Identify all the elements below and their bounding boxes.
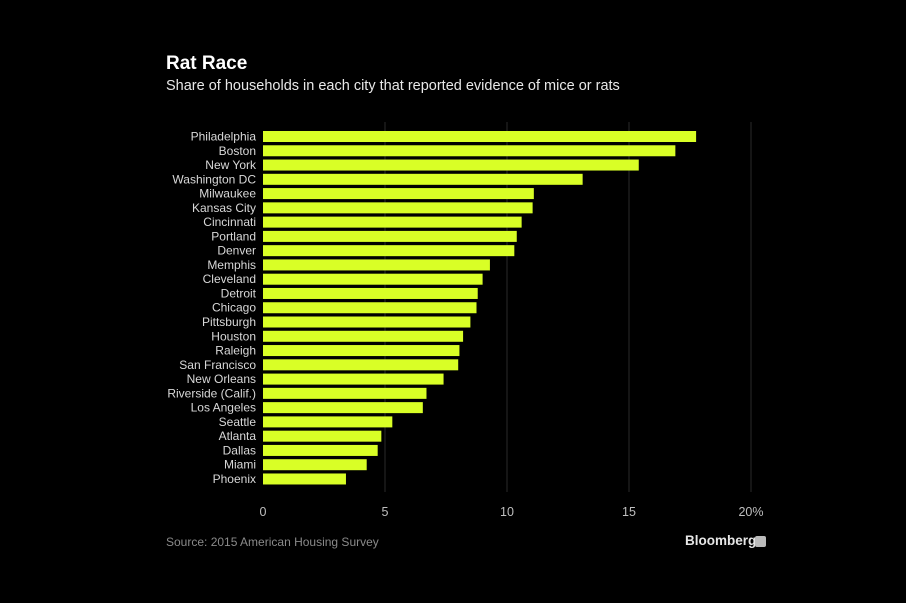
- bar: [263, 345, 460, 357]
- category-label: Milwaukee: [199, 187, 256, 201]
- category-label: Phoenix: [213, 472, 256, 486]
- category-label: Philadelphia: [191, 130, 257, 144]
- category-label: Memphis: [207, 258, 256, 272]
- bar: [263, 402, 423, 414]
- category-label: Pittsburgh: [202, 315, 256, 329]
- bar: [263, 131, 697, 142]
- bar: [263, 459, 367, 471]
- bar: [263, 259, 490, 271]
- category-label: Los Angeles: [191, 401, 256, 415]
- bar: [263, 387, 427, 399]
- bar: [263, 216, 522, 228]
- x-tick-label: 20%: [738, 505, 763, 519]
- category-label: Boston: [219, 144, 256, 158]
- category-label: Washington DC: [172, 172, 256, 186]
- bar: [263, 373, 444, 385]
- bar: [263, 359, 459, 371]
- bar: [263, 302, 477, 314]
- bar: [263, 473, 346, 485]
- x-tick-label: 5: [382, 505, 389, 519]
- category-label: Chicago: [212, 301, 256, 315]
- bar: [263, 159, 639, 171]
- category-label: Cincinnati: [203, 215, 256, 229]
- category-label: New Orleans: [187, 372, 256, 386]
- category-label: Miami: [224, 458, 256, 472]
- bar: [263, 230, 517, 242]
- category-label: Houston: [211, 329, 256, 343]
- category-label: Raleigh: [215, 344, 256, 358]
- category-label: Dallas: [223, 443, 256, 457]
- x-tick-label: 0: [260, 505, 267, 519]
- category-label: Portland: [211, 229, 256, 243]
- category-label: Detroit: [221, 286, 257, 300]
- category-label: San Francisco: [179, 358, 256, 372]
- bar: [263, 430, 382, 442]
- bar: [263, 330, 464, 342]
- bar: [263, 416, 393, 428]
- bar: [263, 287, 478, 299]
- bar: [263, 145, 676, 157]
- bloomberg-logo: Bloomberg: [685, 533, 757, 548]
- bloomberg-chart-icon: [755, 536, 766, 547]
- chart-subtitle: Share of households in each city that re…: [166, 78, 620, 94]
- category-label: New York: [205, 158, 257, 172]
- category-label: Cleveland: [203, 272, 256, 286]
- x-tick-label: 15: [622, 505, 636, 519]
- category-label: Atlanta: [219, 429, 257, 443]
- category-label: Seattle: [219, 415, 257, 429]
- category-label: Denver: [217, 244, 256, 258]
- source-note: Source: 2015 American Housing Survey: [166, 535, 379, 549]
- x-tick-label: 10: [500, 505, 514, 519]
- bar: [263, 273, 483, 285]
- category-label: Riverside (Calif.): [167, 386, 256, 400]
- bar: [263, 316, 471, 328]
- bar: [263, 173, 583, 185]
- bar: [263, 188, 534, 200]
- chart-title: Rat Race: [166, 53, 248, 74]
- bar: [263, 202, 533, 214]
- bar: [263, 245, 515, 257]
- category-label: Kansas City: [192, 201, 256, 215]
- bar: [263, 444, 378, 456]
